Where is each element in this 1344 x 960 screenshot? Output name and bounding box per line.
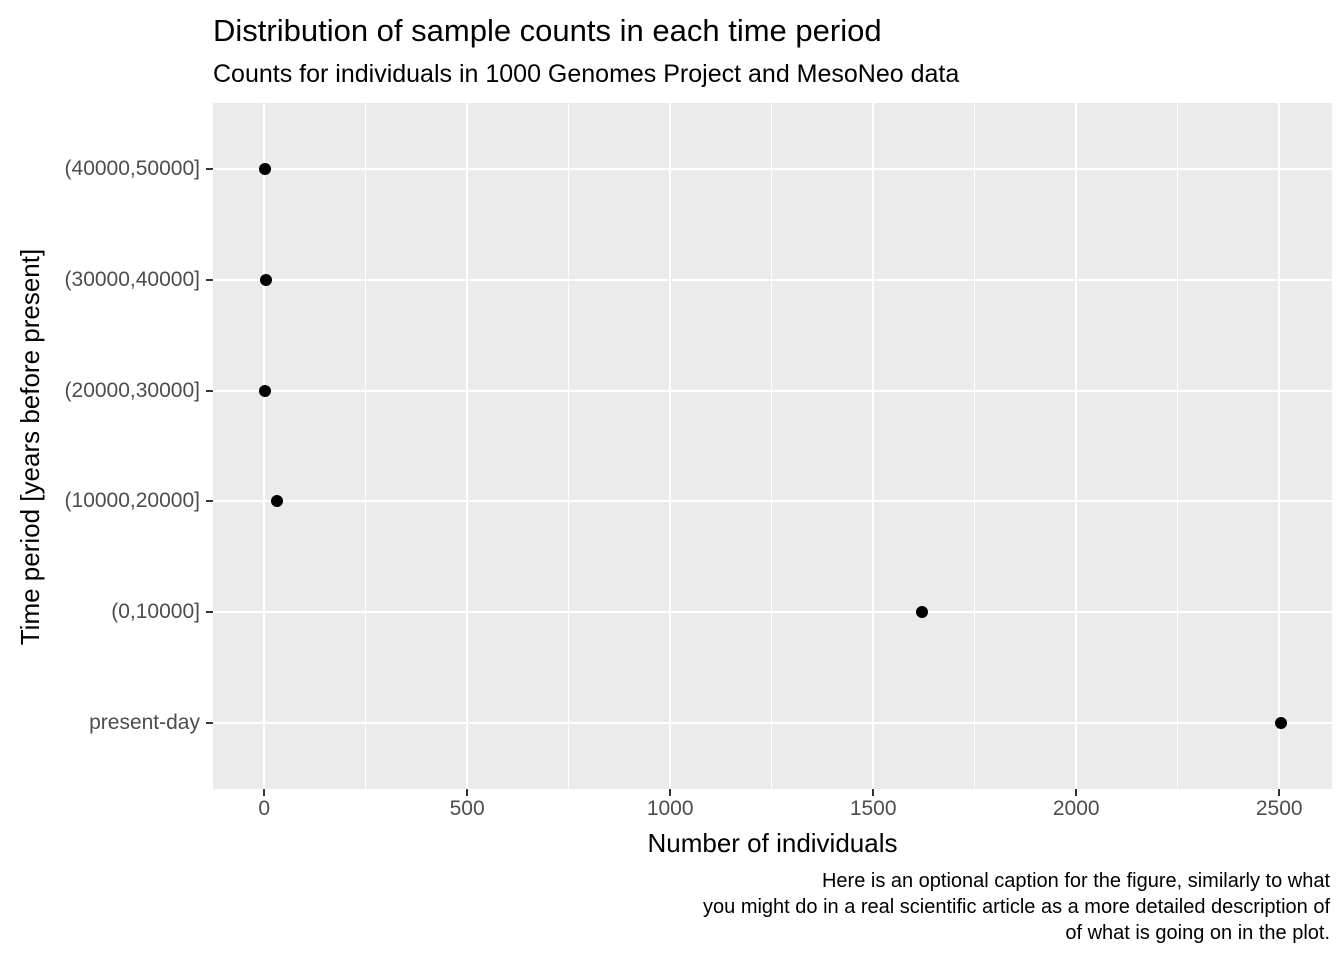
major-gridline-y bbox=[213, 389, 1332, 392]
major-gridline-x bbox=[466, 103, 469, 789]
major-gridline-x bbox=[263, 103, 266, 789]
y-tick-mark bbox=[206, 500, 213, 503]
x-tick-mark bbox=[669, 789, 672, 796]
y-tick-mark bbox=[206, 721, 213, 724]
minor-gridline-x bbox=[365, 103, 367, 789]
major-gridline-x bbox=[1075, 103, 1078, 789]
y-tick-mark bbox=[206, 279, 213, 282]
y-tick-label: (0,10000] bbox=[111, 599, 200, 623]
data-point bbox=[258, 163, 271, 176]
x-tick-mark bbox=[263, 789, 266, 796]
major-gridline-x bbox=[669, 103, 672, 789]
plot-caption: Here is an optional caption for the figu… bbox=[703, 870, 1330, 944]
y-tick-label: (30000,40000] bbox=[64, 268, 200, 292]
x-tick-mark bbox=[466, 789, 469, 796]
y-tick-mark bbox=[206, 610, 213, 613]
x-axis-title: Number of individuals bbox=[647, 828, 898, 858]
y-tick-mark bbox=[206, 168, 213, 171]
major-gridline-y bbox=[213, 610, 1332, 613]
y-tick-mark bbox=[206, 389, 213, 392]
major-gridline-y bbox=[213, 721, 1332, 724]
plot-panel bbox=[213, 103, 1332, 789]
x-tick-label: 2000 bbox=[1052, 797, 1100, 820]
y-axis-title: Time period [years before present] bbox=[15, 248, 45, 646]
data-point bbox=[271, 495, 284, 508]
minor-gridline-x bbox=[771, 103, 773, 789]
y-tick-label: (40000,50000] bbox=[64, 157, 200, 181]
x-tick-label: 2500 bbox=[1255, 797, 1303, 820]
x-tick-mark bbox=[872, 789, 875, 796]
minor-gridline-x bbox=[568, 103, 570, 789]
y-tick-label: present-day bbox=[89, 710, 200, 734]
minor-gridline-x bbox=[974, 103, 976, 789]
minor-gridline-x bbox=[1177, 103, 1179, 789]
major-gridline-x bbox=[872, 103, 875, 789]
major-gridline-y bbox=[213, 500, 1332, 503]
data-point bbox=[260, 274, 273, 287]
data-point bbox=[258, 384, 271, 397]
x-tick-label: 500 bbox=[449, 797, 485, 820]
data-point bbox=[1274, 716, 1287, 729]
plot-subtitle: Counts for individuals in 1000 Genomes P… bbox=[213, 60, 960, 88]
major-gridline-y bbox=[213, 279, 1332, 282]
y-tick-label: (20000,30000] bbox=[64, 378, 200, 402]
major-gridline-y bbox=[213, 168, 1332, 171]
x-tick-mark bbox=[1278, 789, 1281, 796]
x-tick-label: 1000 bbox=[646, 797, 694, 820]
y-tick-label: (10000,20000] bbox=[64, 489, 200, 513]
data-point bbox=[915, 605, 928, 618]
x-tick-label: 1500 bbox=[849, 797, 897, 820]
major-gridline-x bbox=[1278, 103, 1281, 789]
plot-title: Distribution of sample counts in each ti… bbox=[213, 13, 882, 48]
x-tick-label: 0 bbox=[258, 797, 270, 820]
x-tick-mark bbox=[1075, 789, 1078, 796]
